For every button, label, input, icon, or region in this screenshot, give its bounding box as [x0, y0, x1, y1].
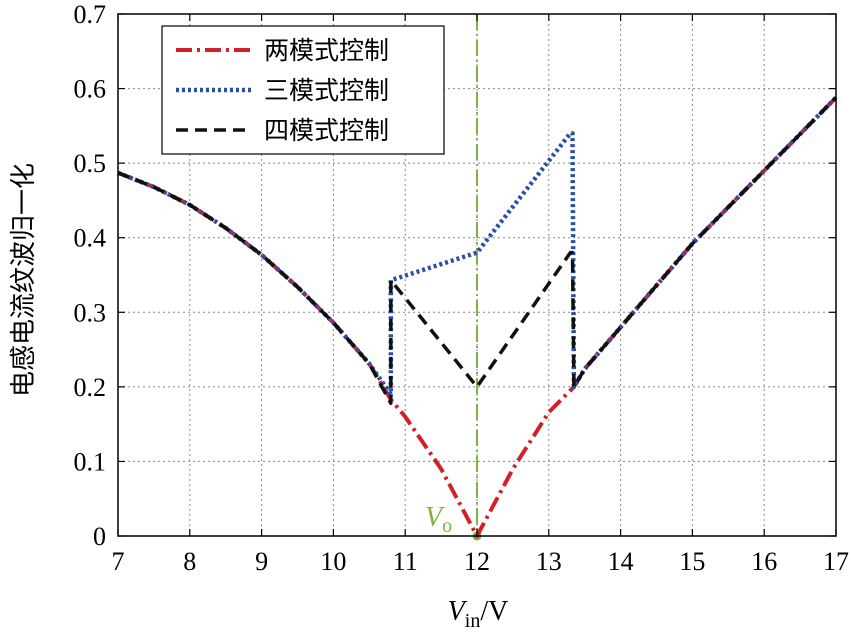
- x-axis-ticks: 7 8 9 10 11 12 13 14 15 16 17: [112, 14, 849, 576]
- y-tick-label: 0.6: [74, 75, 107, 104]
- x-tick-label: 9: [255, 547, 268, 576]
- x-tick-label: 17: [823, 547, 849, 576]
- y-axis-ticks: 0 0.1 0.2 0.3 0.4 0.5 0.6 0.7: [74, 0, 836, 551]
- x-tick-label: 11: [393, 547, 418, 576]
- x-axis-label-main: V: [448, 596, 468, 627]
- series-line-2: [117, 95, 838, 397]
- x-tick-label: 13: [536, 547, 562, 576]
- x-axis-label-unit: /V: [480, 596, 508, 627]
- reference-line-label-subscript: o: [442, 515, 452, 537]
- x-axis-label: Vin/V: [448, 596, 509, 632]
- reference-line-label-main: V: [425, 502, 445, 533]
- x-tick-label: 14: [608, 547, 634, 576]
- legend-label: 两模式控制: [264, 36, 389, 65]
- series-line-3: [117, 96, 838, 406]
- y-tick-label: 0.7: [74, 0, 107, 29]
- x-tick-label: 10: [320, 547, 346, 576]
- x-axis-label-subscript: in: [465, 610, 481, 632]
- x-tick-label: 15: [679, 547, 705, 576]
- legend-label: 四模式控制: [264, 116, 389, 145]
- x-tick-label: 8: [183, 547, 196, 576]
- y-axis-label: 电感电流纹波归一化: [9, 163, 39, 397]
- y-tick-label: 0: [93, 522, 106, 551]
- y-tick-label: 0.2: [74, 373, 107, 402]
- x-tick-label: 16: [751, 547, 777, 576]
- x-tick-label: 7: [112, 547, 125, 576]
- y-tick-label: 0.3: [74, 298, 107, 327]
- y-tick-label: 0.5: [74, 149, 107, 178]
- x-tick-label: 12: [464, 547, 490, 576]
- legend-label: 三模式控制: [264, 76, 389, 105]
- y-tick-label: 0.4: [74, 224, 107, 253]
- reference-line-label: Vo: [425, 502, 452, 537]
- y-tick-label: 0.1: [74, 447, 107, 476]
